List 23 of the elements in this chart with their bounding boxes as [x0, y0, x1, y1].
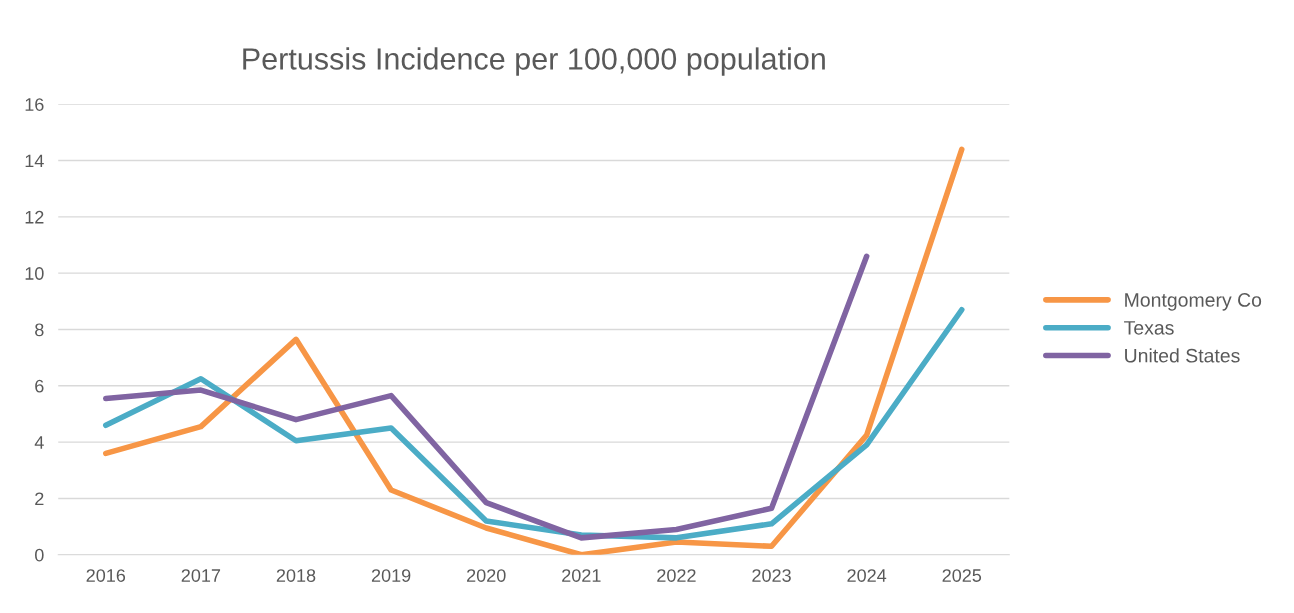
x-tick-label: 2024 — [847, 569, 887, 582]
y-tick-label: 16 — [25, 98, 44, 111]
chart-title: Pertussis Incidence per 100,000 population — [243, 47, 825, 76]
x-tick-label: 2025 — [942, 569, 982, 582]
y-tick-label: 2 — [35, 492, 44, 505]
x-tick-label: 2021 — [562, 569, 601, 582]
y-tick-label: 12 — [25, 210, 44, 224]
legend-label: Texas — [1124, 321, 1174, 335]
y-tick-label: 14 — [25, 154, 44, 168]
legend-label: Montgomery Co — [1125, 293, 1262, 311]
x-tick-label: 2023 — [752, 569, 791, 582]
x-tick-label: 2018 — [276, 569, 316, 582]
x-tick-label: 2022 — [657, 569, 696, 582]
x-tick-label: 2020 — [467, 569, 506, 582]
y-tick-label: 6 — [35, 379, 44, 393]
x-tick-label: 2017 — [181, 569, 221, 582]
legend-label: United States — [1125, 348, 1240, 363]
y-tick-label: 8 — [35, 323, 44, 337]
y-tick-label: 4 — [34, 436, 44, 449]
y-tick-label: 0 — [35, 548, 44, 562]
x-tick-label: 2016 — [86, 569, 126, 582]
y-tick-label: 10 — [25, 267, 44, 280]
x-tick-label: 2019 — [371, 569, 411, 582]
